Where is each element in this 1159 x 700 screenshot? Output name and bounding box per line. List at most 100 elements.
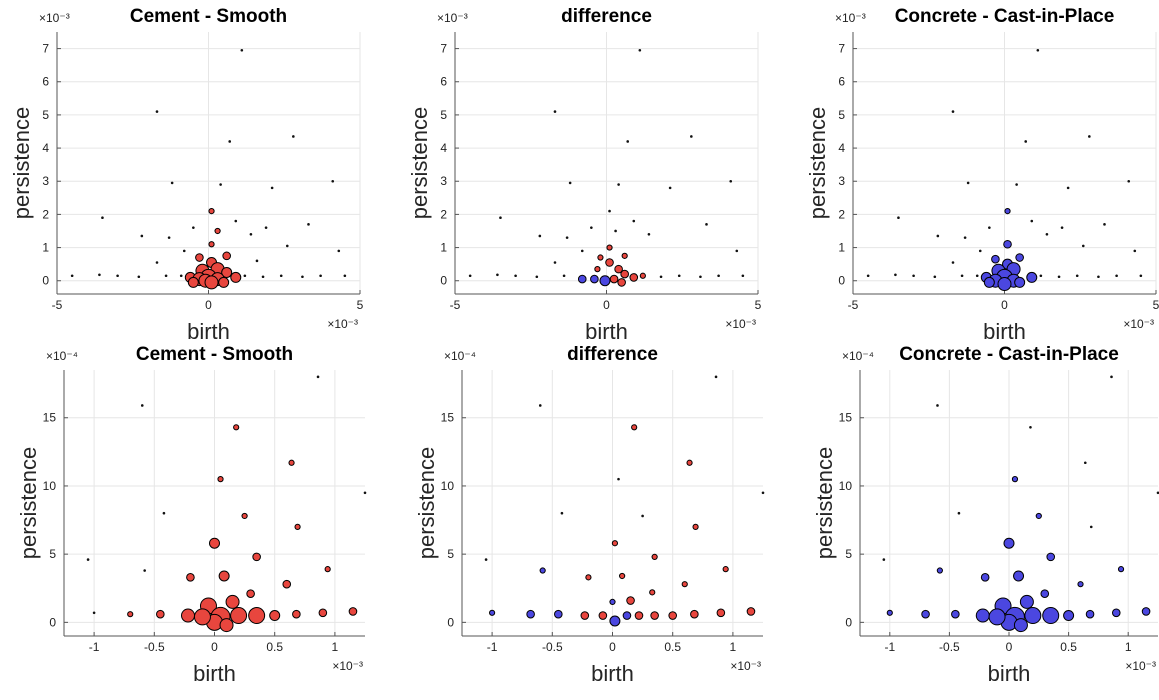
data-point [192,226,195,229]
data-point [966,181,970,185]
x-exponent-label: ×10⁻³ [327,317,358,331]
data-point [580,249,584,253]
data-point [225,594,240,609]
data-point [1039,274,1043,278]
y-tick-label: 7 [42,42,49,56]
y-tick-label: 6 [42,75,49,89]
data-point [252,552,261,562]
data-point [1141,607,1151,616]
data-point [269,610,281,622]
y-tick-label: 10 [43,479,57,493]
data-point [609,598,616,605]
chart-title: Concrete - Cast-in-Place [899,344,1119,365]
data-point [514,274,517,278]
data-point [1035,512,1042,520]
data-point [1024,140,1028,143]
y-tick-label: 15 [441,411,455,425]
data-points [882,375,1159,633]
data-point [594,266,601,273]
data-point [1083,461,1087,465]
data-point [951,609,960,619]
data-point [193,608,211,626]
data-point [882,558,886,561]
data-point [886,609,893,616]
data-point [553,110,557,113]
y-exponent-label: ×10⁻⁴ [842,349,874,363]
data-point [638,48,642,52]
data-point [1103,223,1106,226]
data-point [668,611,678,620]
y-tick-label: 4 [838,141,845,155]
data-point [686,459,693,466]
data-point [127,611,134,618]
data-point [1013,570,1025,582]
chart-panel-4: -1 -0.5 0 0.5 1051015×10⁻⁴×10⁻³birthpersiste… [16,344,367,686]
data-point [1111,608,1121,618]
chart-panel-6: -1 -0.5 0 0.5 1051015×10⁻⁴×10⁻³birthpersiste… [812,344,1159,686]
data-points [468,48,745,287]
data-point [228,140,232,143]
data-point [562,274,566,278]
data-point [1097,275,1100,279]
data-point [230,607,248,625]
data-point [234,219,238,223]
data-point [204,275,219,290]
y-tick-label: 5 [838,108,845,122]
data-point [1042,607,1060,625]
data-point [538,234,542,238]
data-point [301,275,304,279]
data-point [668,186,672,190]
data-point [650,611,659,620]
y-tick-label: 5 [49,547,56,561]
x-tick-label: 0.5 [266,640,283,654]
x-exponent-label: ×10⁻³ [730,659,761,673]
data-point [611,540,619,547]
data-point [997,277,1012,292]
x-tick-label: 5 [357,298,364,312]
chart-panel-2: -5 0 501234567×10⁻³×10⁻³birthpersistencedi… [407,6,762,344]
data-point [599,275,611,287]
data-point [282,579,292,589]
data-point [590,274,599,284]
data-point [560,511,564,515]
y-tick-label: 5 [845,547,852,561]
y-tick-label: 6 [440,75,447,89]
data-point [1127,179,1131,183]
data-point [1081,244,1085,248]
data-point [270,186,274,190]
data-point [499,216,502,220]
data-point [186,573,195,582]
data-point [86,558,90,561]
data-point [690,135,693,138]
data-point [140,234,144,238]
chart-title: Cement - Smooth [130,6,287,27]
data-point [217,476,224,483]
data-point [264,226,268,229]
data-point [631,424,638,431]
data-point [641,514,644,518]
y-tick-label: 1 [838,241,845,255]
data-point [1014,276,1026,288]
data-point [983,276,995,288]
data-point [632,219,636,223]
data-point [606,244,613,251]
data-point [614,264,623,274]
y-tick-label: 4 [42,141,49,155]
data-point [565,236,569,239]
y-exponent-label: ×10⁻⁴ [444,349,476,363]
data-point [539,567,546,574]
chart-panel-3: -5 0 501234567×10⁻³×10⁻³birthpersistenceCo… [805,6,1159,344]
x-tick-label: -5 [52,298,63,312]
y-exponent-label: ×10⁻³ [437,11,468,25]
y-tick-label: 0 [838,274,845,288]
x-axis-label: birth [988,661,1031,686]
data-point [1003,239,1012,249]
data-point [690,609,699,619]
data-point [219,183,222,186]
data-point [98,273,101,277]
x-tick-label: -1 [487,640,498,654]
data-point [647,233,651,236]
data-point [496,273,499,277]
chart-title: difference [567,344,658,365]
